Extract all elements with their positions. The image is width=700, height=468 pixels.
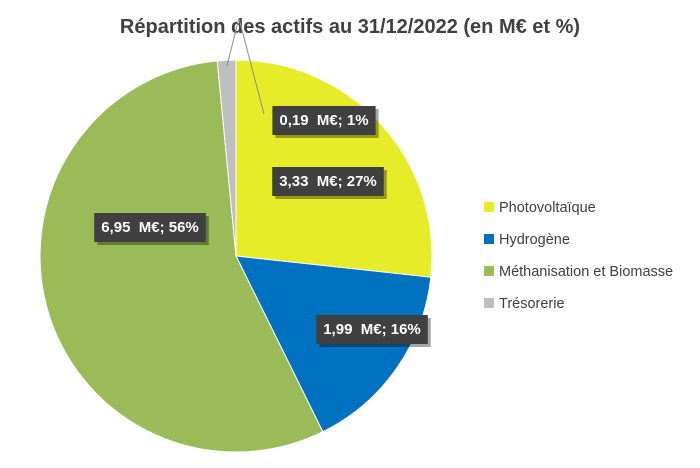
legend-swatch-1 [484, 202, 494, 212]
leader-line-tresorerie [226, 18, 265, 115]
legend-label-2: Hydrogène [499, 232, 570, 248]
data-label-3: 6,95 M€; 56% [94, 213, 209, 245]
pie-slice-3 [39, 60, 324, 453]
chart-title: Répartition des actifs au 31/12/2022 (en… [120, 16, 580, 38]
data-label-box-2 [316, 315, 428, 344]
data-label-box-3 [94, 213, 206, 242]
legend-label-4: Trésorerie [499, 296, 565, 312]
legend-background [470, 182, 698, 320]
data-label-box-1 [272, 167, 384, 196]
data-label-4: 0,19 M€; 1% [272, 106, 379, 138]
data-labels: 3,33 M€; 27% 1,99 M€; 16% 6,95 M€; 56% 0,19… [94, 106, 431, 347]
data-label-text-2: 1,99 M€; 16% [323, 321, 421, 338]
legend-swatch-4 [484, 298, 494, 308]
leader-lines [226, 18, 265, 115]
data-label-2: 1,99 M€; 16% [316, 315, 431, 347]
data-label-text-4: 0,19 M€; 1% [279, 112, 368, 129]
legend-label-3: Méthanisation et Biomasse [499, 264, 673, 280]
legend: Photovoltaïque Hydrogène Méthanisation et … [470, 182, 698, 320]
data-label-box-4 [272, 106, 376, 135]
legend-label-1: Photovoltaïque [499, 200, 596, 216]
legend-swatch-2 [484, 234, 494, 244]
legend-swatch-3 [484, 266, 494, 276]
data-label-1: 3,33 M€; 27% [272, 167, 387, 199]
pie-slice-4 [216, 59, 237, 257]
data-label-text-1: 3,33 M€; 27% [279, 173, 377, 190]
data-label-text-3: 6,95 M€; 56% [101, 219, 199, 236]
